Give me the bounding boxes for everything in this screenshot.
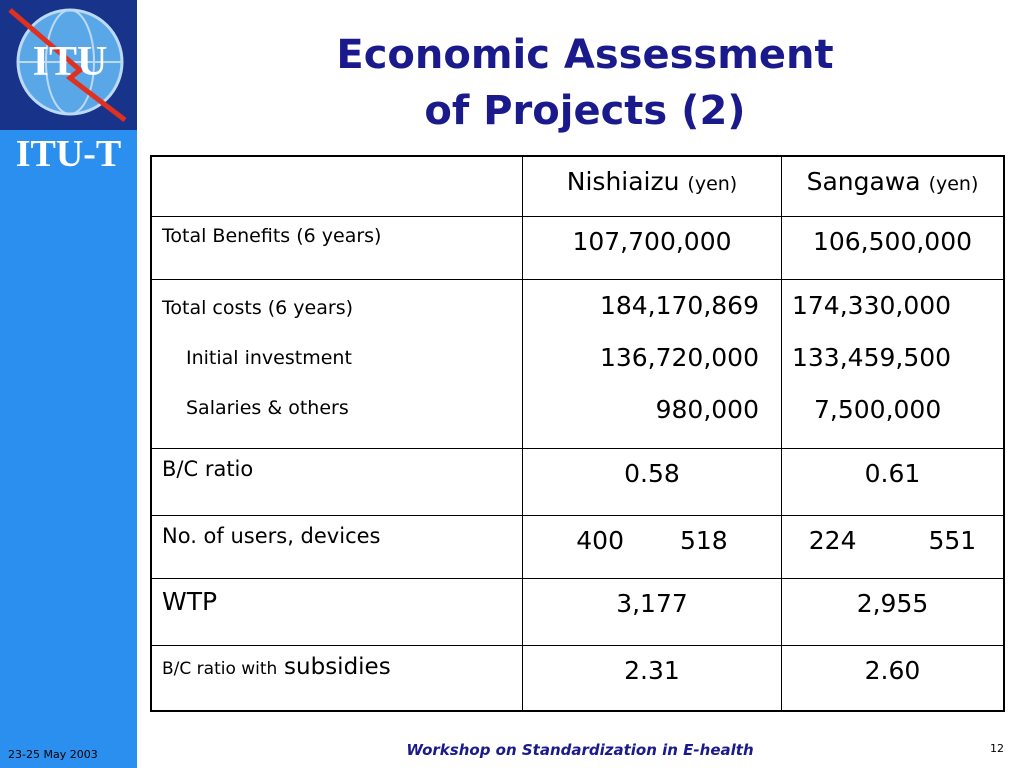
cell: 184,170,869 136,720,000 980,000 [522,278,782,449]
cell: 2.60 [781,644,1005,712]
label-line: Initial investment [186,346,352,369]
cell: 3,177 [522,577,782,646]
cell: 2,955 [781,577,1005,646]
footer: Workshop on Standardization in E-health [406,741,754,759]
cell: 107,700,000 [522,215,782,280]
value: 184,170,869 [599,290,759,320]
unit: (yen) [687,173,738,195]
value: 136,720,000 [599,342,759,372]
table: Nishiaizu (yen) Sangawa (yen) Total Bene… [150,155,1005,712]
header-cell: Sangawa (yen) [781,155,1005,217]
value: 551 [928,525,977,555]
logo-graphic: ITU [8,8,127,122]
title: Economic Assessment [336,32,834,78]
label-line: Total costs (6 years) [162,296,354,319]
unit: (yen) [928,173,979,195]
value: 133,459,500 [792,342,952,372]
value: 174,330,000 [792,290,952,320]
title: of Projects (2) [424,88,746,134]
sidebar: ITU ITU-T 23-25 May 2003 [0,0,137,768]
row-label: WTP [150,577,523,646]
brand: ITU-T [15,133,122,175]
cell: 400 518 [522,514,782,579]
row-label: Total Benefits (6 years) [150,215,523,280]
header: Sangawa [806,167,921,196]
value: 224 [808,525,857,555]
cell: 2.31 [522,644,782,712]
value: 980,000 [655,394,759,424]
row-label: B/C ratio [150,447,523,516]
logo: ITU [0,0,137,130]
label-part: subsidies [284,653,391,680]
cell: 0.58 [522,447,782,516]
value: 7,500,000 [814,394,942,424]
cell: 224 551 [781,514,1005,579]
value: 518 [680,525,728,555]
row-label: No. of users, devices [150,514,523,579]
page-number: 12 [990,742,1004,755]
date: 23-25 May 2003 [8,748,98,761]
cell: 0.61 [781,447,1005,516]
label-part: B/C ratio with [162,658,278,679]
row-label: Total costs (6 years) Initial investment… [150,278,523,449]
header: Nishiaizu [566,167,680,196]
header-cell: Nishiaizu (yen) [522,155,782,217]
label-line: Salaries & others [186,396,349,419]
value: 400 [576,525,624,555]
cell: 106,500,000 [781,215,1005,280]
header-cell [150,155,523,217]
row-label: B/C ratio with subsidies [150,644,523,712]
logo-text: ITU [33,39,108,85]
cell: 174,330,000 133,459,500 7,500,000 [781,278,1005,449]
